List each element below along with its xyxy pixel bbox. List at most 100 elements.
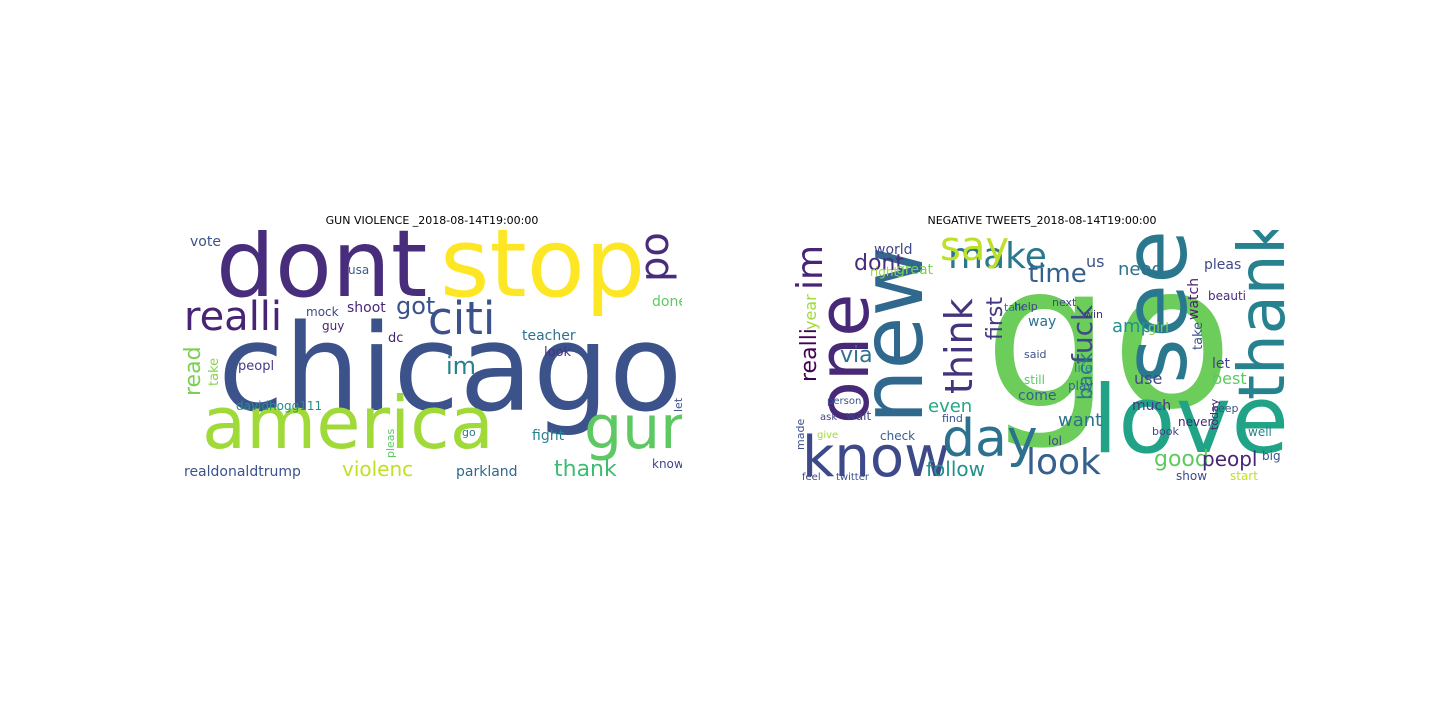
word-cloud-word: new — [843, 246, 943, 424]
word-cloud-word: next — [1052, 296, 1077, 309]
word-cloud-word: davidhogg111 — [236, 399, 322, 413]
word-cloud-word: love — [1092, 366, 1289, 475]
word-cloud-word: dont — [854, 251, 904, 276]
word-cloud-word: let — [1212, 356, 1231, 372]
word-cloud-word: good — [1154, 447, 1209, 472]
word-cloud-word: citi — [428, 292, 495, 345]
word-cloud-word: pleas — [1204, 257, 1241, 273]
word-cloud-word: year — [801, 294, 820, 330]
word-cloud-negative-tweets: go love see new one thank know day make say think l… — [792, 230, 1292, 480]
word-cloud-word: look — [544, 345, 572, 360]
word-cloud-word: come — [1018, 388, 1057, 404]
word-cloud-word: beauti — [1208, 289, 1246, 303]
word-cloud-word: best — [1212, 369, 1247, 388]
word-cloud-word: usa — [348, 263, 369, 277]
word-cloud-word: im — [446, 352, 476, 380]
word-cloud-word: take — [1191, 322, 1206, 350]
word-cloud-word: chicago — [218, 300, 682, 439]
word-cloud-word: give — [817, 430, 838, 441]
word-cloud-word: realdonaldtrump — [184, 464, 301, 480]
word-cloud-word: help — [1014, 300, 1038, 313]
word-cloud-word: said — [1024, 348, 1047, 361]
word-cloud-word: check — [880, 429, 915, 443]
word-cloud-word: girl — [1148, 321, 1169, 336]
word-cloud-word: wait — [846, 409, 872, 423]
word-cloud-word: made — [794, 419, 807, 450]
word-cloud-word: great — [896, 262, 934, 278]
word-cloud-word: done — [652, 294, 682, 310]
word-cloud-word: go — [984, 230, 1233, 454]
word-cloud-word: right — [870, 265, 898, 279]
word-cloud-word: via — [840, 343, 873, 368]
word-cloud-word: realli — [184, 294, 282, 340]
word-cloud-word: book — [1152, 425, 1179, 438]
word-cloud-word: shoot — [347, 300, 386, 316]
word-cloud-word: win — [1084, 308, 1103, 321]
word-cloud-word: parkland — [456, 464, 518, 480]
word-cloud-word: day — [942, 409, 1038, 469]
word-cloud-word: gun — [584, 393, 682, 463]
word-cloud-word: big — [1262, 449, 1281, 463]
word-cloud-word: see — [1104, 230, 1207, 384]
word-cloud-word: stop — [440, 230, 645, 319]
word-cloud-word: feel — [802, 472, 821, 480]
word-cloud-word: lol — [1048, 434, 1062, 448]
word-cloud-word: well — [1248, 425, 1272, 439]
word-cloud-word: watch — [1186, 278, 1202, 320]
word-cloud-word: pleas — [384, 428, 397, 458]
word-cloud-word: say — [940, 230, 1009, 270]
word-cloud-word: fight — [532, 428, 565, 444]
word-cloud-word: world — [874, 242, 913, 258]
word-cloud-word: violenc — [342, 457, 413, 480]
word-cloud-word: keep — [1212, 402, 1239, 415]
word-cloud-word: today — [1208, 398, 1221, 430]
word-cloud-word: know — [652, 457, 682, 471]
word-cloud-word: us — [1086, 252, 1104, 271]
word-cloud-word: find — [942, 412, 963, 425]
word-cloud-word: person — [827, 396, 861, 407]
word-cloud-word: follow — [926, 457, 985, 480]
word-cloud-word: peopl — [1202, 447, 1258, 471]
word-cloud-word: first — [983, 297, 1008, 340]
word-cloud-word: even — [928, 396, 972, 417]
word-cloud-gun-violence: chicago stop dont america gun citi realli polic… — [182, 230, 682, 480]
word-cloud-word: thank — [554, 457, 617, 480]
word-cloud-word: way — [1028, 314, 1056, 330]
word-cloud-word: play — [1068, 379, 1093, 393]
word-cloud-word: teacher — [522, 328, 576, 344]
word-cloud-word: ask — [820, 412, 837, 423]
word-cloud-word: realli — [797, 328, 822, 382]
word-cloud-word: fuck — [1066, 304, 1099, 364]
word-cloud-word: twitter — [836, 472, 870, 480]
word-cloud-word: read — [182, 346, 206, 396]
word-cloud-word: start — [1230, 469, 1258, 480]
word-cloud-word: polic — [632, 230, 678, 282]
word-cloud-word: know — [802, 425, 950, 480]
word-cloud-word: make — [948, 236, 1047, 277]
word-cloud-word: much — [1132, 398, 1171, 414]
word-cloud-word: let — [672, 397, 682, 412]
panel-1-title: GUN VIOLENCE _2018-08-14T19:00:00 — [325, 214, 539, 227]
word-cloud-word: go — [462, 426, 476, 439]
word-cloud-word: never — [1178, 415, 1212, 429]
word-cloud-word: take — [207, 358, 222, 386]
word-cloud-word: back — [1073, 352, 1097, 400]
word-cloud-word: talk — [1004, 301, 1025, 314]
word-cloud-word: im — [792, 245, 831, 290]
word-cloud-word: dc — [388, 331, 403, 346]
word-cloud-word: want — [1058, 410, 1102, 431]
word-cloud-word: still — [1024, 373, 1045, 387]
word-cloud-word: amp — [1112, 316, 1152, 337]
word-cloud-word: need — [1118, 259, 1163, 280]
word-cloud-word: show — [1176, 469, 1207, 480]
word-cloud-word: america — [202, 381, 494, 465]
word-cloud-word: guy — [322, 319, 344, 333]
word-cloud-word: one — [803, 294, 885, 424]
word-cloud-word: vote — [190, 234, 221, 250]
word-cloud-word: mock — [306, 305, 339, 319]
panel-2-title: NEGATIVE TWEETS_2018-08-14T19:00:00 — [927, 214, 1157, 227]
word-cloud-word: time — [1028, 259, 1087, 289]
word-cloud-word: thank — [1226, 230, 1292, 400]
word-cloud-word: peopl — [238, 359, 274, 374]
